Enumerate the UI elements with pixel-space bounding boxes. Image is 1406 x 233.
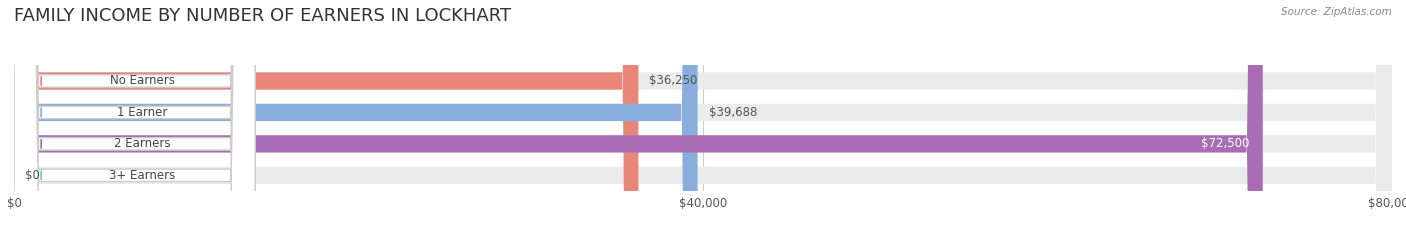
Text: $0: $0 — [25, 169, 39, 182]
Text: 1 Earner: 1 Earner — [117, 106, 167, 119]
FancyBboxPatch shape — [14, 0, 697, 233]
Text: $39,688: $39,688 — [709, 106, 756, 119]
FancyBboxPatch shape — [14, 0, 1392, 233]
FancyBboxPatch shape — [14, 0, 1392, 233]
Text: No Earners: No Earners — [110, 75, 174, 87]
Text: 3+ Earners: 3+ Earners — [108, 169, 176, 182]
Text: $36,250: $36,250 — [650, 75, 697, 87]
FancyBboxPatch shape — [14, 0, 256, 233]
FancyBboxPatch shape — [14, 0, 638, 233]
Text: Source: ZipAtlas.com: Source: ZipAtlas.com — [1281, 7, 1392, 17]
Text: $72,500: $72,500 — [1201, 137, 1249, 150]
FancyBboxPatch shape — [14, 0, 1392, 233]
FancyBboxPatch shape — [14, 0, 256, 233]
FancyBboxPatch shape — [14, 0, 1392, 233]
FancyBboxPatch shape — [14, 0, 1263, 233]
Text: FAMILY INCOME BY NUMBER OF EARNERS IN LOCKHART: FAMILY INCOME BY NUMBER OF EARNERS IN LO… — [14, 7, 512, 25]
Text: 2 Earners: 2 Earners — [114, 137, 170, 150]
FancyBboxPatch shape — [14, 0, 256, 233]
FancyBboxPatch shape — [14, 0, 256, 233]
